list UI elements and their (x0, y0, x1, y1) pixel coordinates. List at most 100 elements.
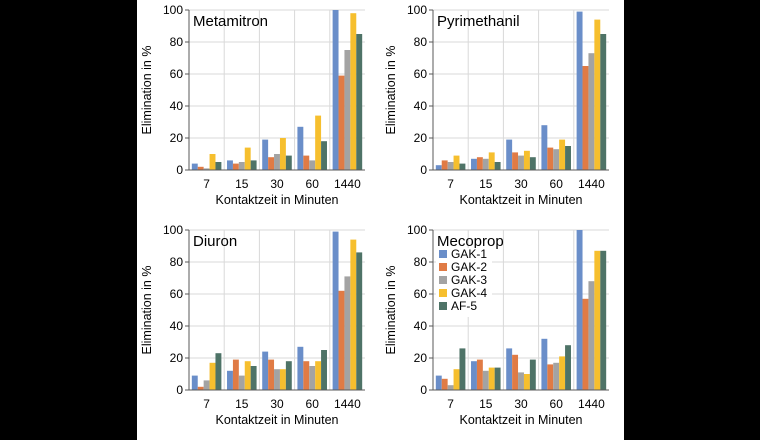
chart-mecoprop-y-tick-label: 60 (414, 287, 428, 301)
chart-pyrimethanil-ylabel: Elimination in % (384, 46, 398, 135)
chart-mecoprop: 0 20 40 60 80 100 7 15 30 60 1440 Kontaktzeit in Mi… (381, 220, 624, 440)
chart-diuron-y-tick-label: 20 (170, 351, 184, 365)
chart-metamitron-bar-gak-4-7 (209, 154, 216, 170)
chart-mecoprop-bar-gak-3-7 (447, 385, 454, 390)
chart-metamitron-bar-af-5-7 (215, 162, 222, 170)
chart-pyrimethanil-y-tick-label: 60 (414, 67, 428, 81)
chart-mecoprop-bar-gak-1-15 (471, 361, 477, 390)
chart-mecoprop-legend-swatch-gak-1 (439, 250, 447, 258)
chart-pyrimethanil-x-tick-label: 60 (550, 177, 564, 191)
chart-metamitron-bar-gak-1-60 (297, 126, 304, 170)
chart-diuron-bar-af-5-30 (285, 361, 292, 390)
chart-mecoprop-y-tick-label: 20 (414, 351, 428, 365)
chart-diuron-bar-af-5-15 (250, 366, 257, 390)
chart-diuron-bar-gak-2-60 (303, 361, 310, 390)
chart-diuron-bar-af-5-60 (321, 350, 327, 390)
chart-metamitron-bar-gak-3-15 (238, 162, 245, 170)
chart-pyrimethanil-bar-gak-1-60 (541, 125, 548, 170)
chart-mecoprop-y-tick-label: 80 (414, 255, 428, 269)
chart-pyrimethanil-bar-gak-2-60 (547, 147, 554, 170)
chart-metamitron: 0 20 40 60 80 100 7 15 30 60 1440 Kontaktzeit in Mi… (137, 0, 380, 220)
chart-pyrimethanil-bar-af-5-30 (529, 157, 536, 170)
chart-pyrimethanil-x-tick-label: 30 (514, 177, 528, 191)
chart-metamitron-bar-gak-3-1440 (344, 50, 351, 170)
chart-mecoprop-bar-af-5-15 (494, 367, 501, 390)
chart-pyrimethanil-bar-af-5-60 (565, 146, 571, 170)
chart-diuron-bar-af-5-1440 (356, 252, 363, 390)
chart-diuron-bar-af-5-7 (215, 353, 222, 390)
chart-mecoprop-bar-gak-2-30 (512, 354, 519, 390)
chart-diuron-bar-gak-2-15 (232, 359, 239, 390)
chart-diuron-title: Diuron (193, 233, 237, 250)
chart-pyrimethanil-bar-gak-4-1440 (594, 19, 601, 170)
chart-pyrimethanil-xlabel: Kontaktzeit in Minuten (460, 193, 583, 207)
chart-pyrimethanil-bar-af-5-7 (459, 163, 466, 170)
chart-pyrimethanil-bar-gak-1-15 (471, 158, 477, 170)
chart-metamitron-bar-gak-4-1440 (350, 13, 357, 171)
chart-metamitron-x-tick-label: 7 (203, 177, 210, 191)
chart-mecoprop-bar-af-5-30 (529, 359, 536, 390)
chart-mecoprop-legend-label-gak-1: GAK-1 (451, 247, 487, 261)
chart-diuron: 0 20 40 60 80 100 7 15 30 60 1440 Kontaktzeit in Mi… (137, 220, 380, 440)
chart-mecoprop-bar-gak-4-1440 (594, 250, 601, 390)
chart-mecoprop-bar-af-5-1440 (600, 250, 607, 390)
chart-mecoprop-y-tick-label: 0 (420, 383, 427, 397)
chart-mecoprop-bar-gak-4-7 (453, 369, 460, 390)
chart-pyrimethanil-x-tick-label: 7 (447, 177, 454, 191)
chart-mecoprop-xlabel: Kontaktzeit in Minuten (460, 413, 583, 427)
chart-mecoprop-bar-gak-4-60 (559, 356, 566, 390)
chart-pyrimethanil-y-tick-label: 20 (414, 131, 428, 145)
chart-diuron-y-tick-label: 40 (170, 319, 184, 333)
chart-metamitron-ylabel: Elimination in % (140, 46, 154, 135)
figure-panel: 0 20 40 60 80 100 7 15 30 60 1440 Kontaktzeit in Mi… (137, 0, 624, 440)
chart-metamitron-bar-gak-4-30 (279, 138, 286, 170)
chart-pyrimethanil-y-tick-label: 0 (420, 163, 427, 177)
chart-metamitron-bar-gak-1-30 (262, 139, 269, 170)
chart-diuron-x-tick-label: 7 (203, 397, 210, 411)
chart-mecoprop-ylabel: Elimination in % (384, 266, 398, 355)
chart-pyrimethanil-x-tick-label: 15 (479, 177, 493, 191)
chart-metamitron-x-tick-label: 30 (270, 177, 284, 191)
chart-pyrimethanil: 0 20 40 60 80 100 7 15 30 60 1440 Kontaktzeit in Mi… (381, 0, 624, 220)
chart-metamitron-bar-af-5-1440 (356, 34, 363, 170)
chart-mecoprop-bar-gak-1-60 (541, 338, 548, 390)
chart-diuron-x-tick-label: 60 (306, 397, 320, 411)
chart-mecoprop-bar-gak-3-60 (553, 362, 560, 390)
chart-pyrimethanil-bar-gak-4-15 (488, 152, 495, 170)
chart-metamitron-y-tick-label: 80 (170, 35, 184, 49)
chart-diuron-bar-gak-3-7 (203, 380, 210, 390)
chart-diuron-bar-gak-4-60 (315, 361, 322, 390)
chart-pyrimethanil-bar-gak-1-30 (506, 139, 513, 170)
chart-pyrimethanil-bar-gak-1-1440 (576, 11, 583, 170)
chart-metamitron-y-tick-label: 100 (163, 3, 183, 17)
chart-mecoprop-x-tick-label: 30 (514, 397, 528, 411)
chart-metamitron-y-tick-label: 20 (170, 131, 184, 145)
chart-metamitron-y-tick-label: 0 (176, 163, 183, 177)
chart-mecoprop-bar-gak-3-15 (482, 370, 489, 390)
chart-mecoprop-bar-af-5-7 (459, 348, 466, 390)
chart-mecoprop-x-tick-label: 60 (550, 397, 564, 411)
chart-pyrimethanil-bar-gak-2-30 (512, 152, 519, 170)
chart-mecoprop-bar-gak-2-1440 (582, 298, 589, 390)
chart-diuron-bar-gak-1-7 (191, 375, 198, 390)
chart-diuron-svg: 0 20 40 60 80 100 7 15 30 60 1440 Kontaktzeit in Mi… (140, 223, 365, 427)
chart-mecoprop-x-tick-label: 15 (479, 397, 493, 411)
chart-mecoprop-bar-gak-4-30 (523, 374, 530, 390)
chart-diuron-bar-gak-4-30 (279, 369, 286, 390)
chart-mecoprop-x-tick-label: 7 (447, 397, 454, 411)
chart-pyrimethanil-bar-gak-1-7 (435, 165, 442, 170)
chart-metamitron-bar-gak-3-60 (309, 160, 316, 170)
chart-pyrimethanil-bar-gak-2-15 (476, 157, 483, 170)
chart-metamitron-x-tick-label: 60 (306, 177, 320, 191)
chart-mecoprop-bar-gak-3-1440 (588, 281, 595, 390)
chart-diuron-bar-gak-1-1440 (332, 231, 339, 390)
chart-metamitron-bar-af-5-15 (250, 160, 257, 170)
chart-pyrimethanil-bar-gak-4-30 (523, 150, 530, 170)
chart-mecoprop-legend-swatch-gak-4 (439, 289, 447, 297)
chart-diuron-bar-gak-3-30 (274, 369, 280, 390)
chart-pyrimethanil-x-tick-label: 1440 (578, 177, 605, 191)
chart-mecoprop-legend-swatch-af-5 (439, 302, 447, 310)
chart-diuron-bar-gak-3-1440 (344, 276, 351, 390)
chart-metamitron-title: Metamitron (193, 13, 268, 30)
chart-diuron-ylabel: Elimination in % (140, 266, 154, 355)
